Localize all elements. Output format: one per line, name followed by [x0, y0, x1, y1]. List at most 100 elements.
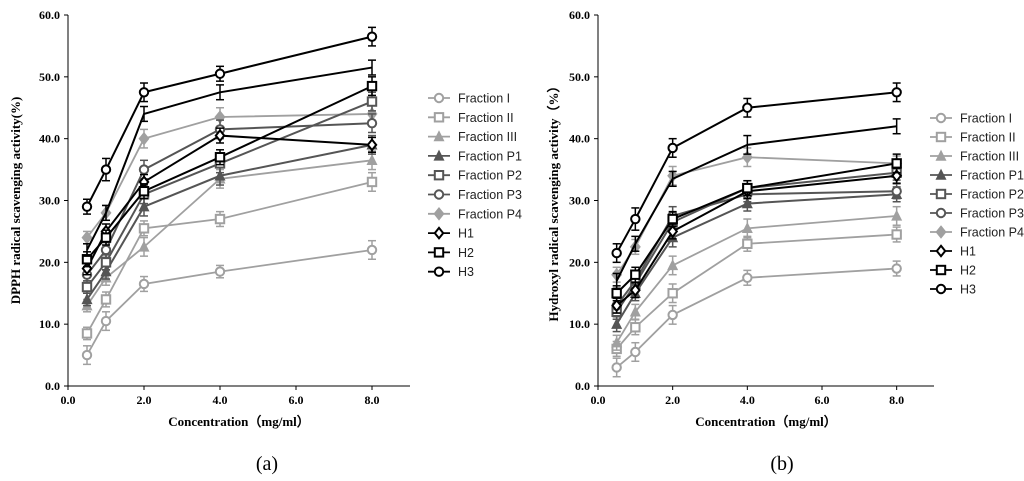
data-point-fraction-ii [138, 223, 150, 234]
data-point-h3 [138, 87, 150, 98]
series-line-fraction-i [86, 249, 373, 356]
data-point-fraction-i [667, 309, 678, 321]
data-point-h2 [611, 288, 622, 299]
chart-panel-b: 0.0 2.0 4.0 6.0 8.0 0.0 10.0 20.0 30.0 40.0 50.0 60… [546, 8, 1024, 429]
legend-marker-fraction-i [935, 112, 947, 124]
legend-marker-h2 [935, 264, 947, 276]
series-h1 [81, 127, 378, 276]
x-tick-label: 2.0 [665, 393, 680, 407]
y-tick-label: 20.0 [569, 255, 590, 269]
x-tick-label: 6.0 [815, 393, 830, 407]
series-fraction-i [611, 260, 902, 378]
legend-label-h3: H3 [458, 265, 474, 279]
data-point-h3 [214, 68, 226, 79]
data-point-fraction-iii [741, 222, 753, 234]
legend-label-fraction-i: Fraction I [458, 92, 510, 106]
x-axis-title: Concentration（mg/ml） [168, 414, 310, 429]
x-tick-label: 6.0 [289, 393, 304, 407]
data-point-h2 [366, 80, 378, 92]
data-point-fraction-iii [611, 336, 623, 348]
data-point-fraction-i [100, 315, 112, 327]
legend-label-fraction-p3: Fraction P3 [960, 207, 1024, 221]
series-line-fraction-p1 [615, 193, 897, 325]
series-extra-series [83, 59, 376, 257]
x-tick-label: 8.0 [889, 393, 904, 407]
data-point-fraction-ii [366, 176, 378, 188]
data-point-h3 [611, 247, 622, 259]
series-line-h3 [86, 35, 373, 208]
data-point-fraction-p2 [366, 96, 378, 107]
chart-panel-a: 0.0 2.0 4.0 6.0 8.0 0.0 10.0 20.0 30.0 40.0 50.0 60… [8, 8, 522, 429]
legend-marker-fraction-p4 [433, 207, 445, 221]
data-point-h3 [667, 142, 678, 154]
data-point-fraction-p1 [100, 265, 112, 277]
y-tick-label: 30.0 [569, 194, 590, 208]
legend-label-fraction-p4: Fraction P4 [960, 226, 1024, 240]
series-fraction-i [81, 239, 378, 366]
data-point-h3 [366, 31, 378, 42]
data-point-h3 [100, 164, 112, 175]
y-axis-title: Hydroxyl radical scavenging activity（%） [546, 79, 561, 321]
data-point-h2 [138, 186, 150, 197]
data-point-fraction-p4 [138, 131, 150, 146]
x-tick-label: 0.0 [591, 393, 606, 407]
legend-marker-fraction-p3 [433, 189, 445, 200]
data-point-fraction-p3 [100, 244, 112, 256]
series-fraction-iii [611, 205, 903, 351]
data-point-fraction-i [742, 272, 753, 283]
legend-marker-h1 [433, 226, 445, 240]
legend-marker-h3 [433, 266, 445, 277]
data-point-fraction-i [630, 346, 641, 358]
data-point-fraction-p2 [81, 281, 93, 293]
data-point-h1 [214, 128, 226, 143]
legend-marker-fraction-ii [935, 131, 947, 143]
legend-label-fraction-p4: Fraction P4 [458, 207, 522, 221]
legend-label-fraction-p2: Fraction P2 [960, 188, 1024, 202]
data-point-fraction-ii [667, 288, 678, 299]
data-point-h1 [611, 298, 623, 313]
series-h3 [611, 82, 902, 264]
data-point-fraction-ii [100, 294, 112, 305]
data-point-fraction-i [611, 362, 622, 373]
data-point-h1 [891, 168, 903, 183]
legend-label-h3: H3 [960, 283, 976, 297]
data-point-fraction-iii [667, 259, 679, 271]
legend-marker-fraction-p2 [935, 188, 947, 200]
legend-label-fraction-ii: Fraction II [458, 111, 514, 125]
x-axis-title: Concentration（mg/ml） [695, 414, 837, 429]
legend-label-fraction-p1: Fraction P1 [960, 169, 1024, 183]
data-point-h3 [81, 201, 93, 212]
data-point-h2 [630, 269, 641, 280]
data-point-fraction-p3 [891, 186, 902, 197]
y-tick-label: 50.0 [569, 70, 590, 84]
data-point-fraction-i [366, 244, 378, 256]
series-fraction-ii [81, 171, 378, 341]
legend-label-fraction-p2: Fraction P2 [458, 169, 522, 183]
y-tick-label: 40.0 [569, 132, 590, 146]
data-point-fraction-iii [366, 153, 378, 166]
legend-marker-fraction-p3 [935, 207, 947, 219]
x-tick-label: 0.0 [61, 393, 76, 407]
data-point-h2 [891, 158, 902, 169]
data-point-fraction-iii [891, 209, 903, 221]
data-point-fraction-ii [630, 322, 641, 333]
series-fraction-p2 [611, 164, 902, 320]
y-axis-title: DPPH radical scavenging activity(%) [8, 97, 23, 305]
data-point-fraction-p1 [138, 200, 150, 212]
y-tick-label: 0.0 [575, 379, 590, 393]
data-point-fraction-p1 [81, 293, 93, 305]
legend-marker-fraction-iii [433, 130, 445, 142]
data-point-h2 [742, 182, 753, 194]
series-line-h1 [86, 134, 373, 269]
legend-b: Fraction I Fraction II Fraction III Fractio… [930, 112, 1024, 297]
legend-label-fraction-ii: Fraction II [960, 131, 1016, 145]
series-extra-series [612, 118, 901, 290]
series-h3 [81, 26, 378, 215]
panel-label-a: (a) [256, 453, 278, 475]
y-tick-label: 60.0 [569, 8, 590, 22]
legend-marker-fraction-i [433, 92, 445, 104]
legend-label-h2: H2 [960, 264, 976, 278]
data-point-fraction-p2 [100, 257, 112, 268]
y-tick-label: 40.0 [39, 132, 60, 146]
legend-marker-h2 [433, 247, 445, 258]
